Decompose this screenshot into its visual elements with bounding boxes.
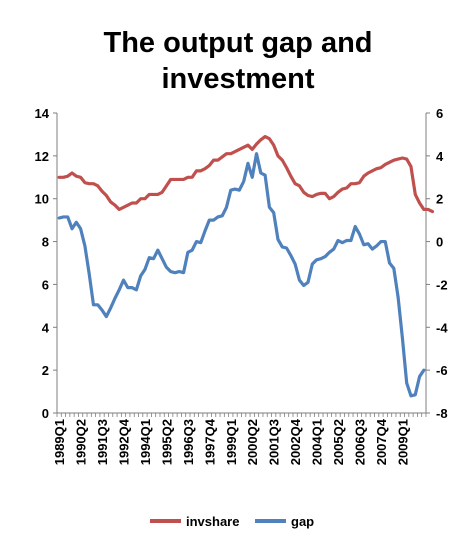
x-tick-label: 1997Q4: [202, 418, 217, 465]
x-tick-label: 1991Q3: [95, 419, 110, 465]
x-tick-label: 1990Q2: [74, 419, 89, 465]
x-tick-label: 1989Q1: [52, 419, 67, 465]
left-y-tick-label: 10: [35, 192, 49, 207]
series-line-gap: [57, 152, 426, 398]
x-tick-label: 1996Q3: [181, 419, 196, 465]
chart-title-line-1: The output gap and: [103, 27, 372, 59]
chart-title-line-2: investment: [161, 63, 314, 95]
legend-gap-label: gap: [291, 514, 314, 529]
right-y-tick-label: -4: [436, 320, 448, 335]
chart-legend: invshare gap: [150, 514, 314, 529]
left-y-tick-label: 0: [42, 406, 49, 421]
right-y-tick-label: 6: [436, 106, 443, 121]
x-tick-label: 1999Q1: [224, 419, 239, 465]
right-y-tick-label: -6: [436, 363, 448, 378]
left-y-tick-label: 6: [42, 277, 49, 292]
x-tick-label: 2001Q3: [267, 419, 282, 465]
left-y-tick-label: 2: [42, 363, 49, 378]
x-tick-label: 2004Q1: [310, 419, 325, 465]
right-y-tick-label: -8: [436, 406, 448, 421]
legend-invshare-label: invshare: [186, 514, 239, 529]
left-y-tick-label: 14: [35, 106, 50, 121]
x-tick-label: 1992Q4: [117, 418, 132, 465]
right-y-tick-label: -2: [436, 277, 448, 292]
x-tick-label: 2009Q1: [395, 419, 410, 465]
right-y-tick-label: 4: [436, 149, 444, 164]
left-y-tick-label: 4: [42, 320, 50, 335]
chart-series: [57, 134, 435, 398]
x-tick-label: 1995Q2: [159, 419, 174, 465]
x-tick-label: 2006Q3: [352, 419, 367, 465]
chart-axes: 0 2 4 6 8 10 12 14 -8 -6 -4 -2 0 2 4 6 1989Q1 1990Q2 1991Q…: [35, 106, 449, 465]
x-tick-label: 2007Q4: [374, 418, 389, 465]
x-tick-label: 2002Q4: [288, 418, 303, 465]
right-y-tick-label: 2: [436, 192, 443, 207]
left-y-tick-label: 8: [42, 235, 49, 250]
left-y-tick-label: 12: [35, 149, 49, 164]
right-y-tick-label: 0: [436, 235, 443, 250]
x-tick-label: 2000Q2: [245, 419, 260, 465]
x-tick-label: 1994Q1: [138, 419, 153, 465]
series-line-invshare: [57, 134, 435, 214]
x-tick-label: 2005Q2: [331, 419, 346, 465]
